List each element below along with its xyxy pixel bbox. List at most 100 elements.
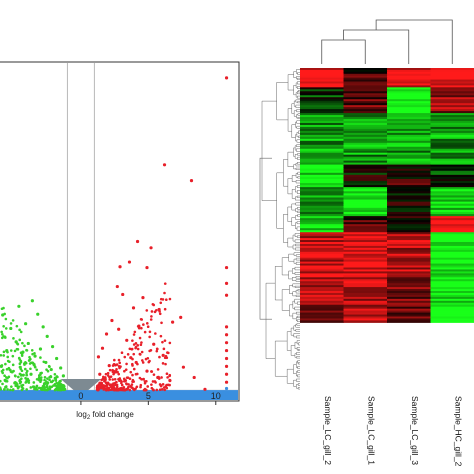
row-dendrogram-branch: [294, 306, 297, 311]
row-dendrogram-branch: [291, 175, 297, 182]
up-point: [130, 347, 134, 351]
heatmap-cell: [387, 189, 431, 192]
heatmap-cell: [343, 156, 388, 160]
down-point: [0, 379, 2, 383]
heatmap-cell: [300, 113, 344, 116]
down-regulated-point: [0, 364, 3, 368]
heatmap-cell: [343, 193, 388, 196]
row-dendrogram-branch: [296, 316, 298, 321]
row-dendrogram-branch: [293, 325, 296, 331]
up-regulated-point: [135, 239, 140, 244]
heatmap-cell: [300, 224, 344, 227]
up-point: [126, 376, 130, 379]
row-dendrogram-branch: [296, 335, 298, 339]
heatmap-cell: [430, 178, 474, 182]
down-point: [0, 330, 3, 334]
down-point: [11, 388, 15, 391]
heatmap-cell: [430, 285, 474, 288]
up-regulated-point: [118, 265, 122, 269]
heatmap-cell: [300, 126, 344, 130]
row-dendrogram-branch: [297, 374, 299, 378]
down-point: [43, 388, 47, 392]
heatmap-cell: [387, 249, 431, 253]
heatmap-cell: [387, 180, 431, 184]
heatmap-cell: [430, 279, 474, 282]
up-point: [163, 388, 167, 392]
row-dendrogram-branch: [293, 164, 296, 170]
heatmap-cell: [300, 97, 344, 100]
row-dendrogram-branch: [290, 327, 294, 336]
heatmap-cell: [387, 306, 431, 310]
heatmap-cell: [300, 111, 344, 114]
row-dendrogram-branch: [287, 108, 292, 132]
up-regulated-point: [156, 375, 160, 380]
down-point: [37, 376, 41, 379]
up-point: [113, 377, 117, 381]
heatmap-cell: [387, 166, 431, 170]
down-regulated-point: [37, 378, 41, 382]
heatmap-cell: [343, 291, 388, 294]
sample-label: Sample_LC_gill_1: [366, 396, 376, 465]
heatmap-cell: [343, 257, 388, 261]
row-dendrogram-branch: [296, 323, 299, 326]
heatmap-cell: [300, 205, 344, 209]
row-dendrogram-branch: [297, 370, 299, 373]
down-point: [8, 360, 11, 364]
heatmap-cell: [430, 83, 474, 86]
heatmap-cell: [343, 283, 388, 286]
down-regulated-point: [17, 304, 21, 308]
heatmap-cell: [430, 243, 474, 247]
up-point: [139, 343, 143, 347]
row-dendrogram-branch: [287, 74, 294, 91]
down-point: [16, 342, 20, 346]
heatmap-cell: [430, 91, 474, 94]
up-point: [146, 356, 150, 360]
up-regulated-point: [125, 338, 129, 342]
heatmap-cell: [343, 68, 388, 71]
heatmap-cell: [300, 197, 344, 201]
down-point: [24, 376, 27, 380]
down-point: [55, 388, 58, 391]
down-regulated-point: [57, 384, 61, 388]
row-dendrogram-root: [259, 157, 272, 320]
row-dendrogram-branch: [296, 144, 298, 147]
x-tick-label: 0: [78, 391, 83, 401]
down-point: [20, 385, 24, 389]
up-point: [132, 387, 135, 391]
row-dendrogram-branch: [296, 340, 299, 345]
heatmap-cell: [343, 222, 388, 225]
row-dendrogram-branch: [288, 270, 293, 280]
heatmap-cell: [430, 136, 474, 140]
heatmap-cell: [343, 101, 388, 104]
heatmap-cell: [300, 183, 344, 186]
heatmap-cell: [387, 77, 431, 81]
up-point: [152, 373, 156, 376]
heatmap-cell: [430, 130, 474, 134]
row-dendrogram-branch: [294, 145, 297, 151]
heatmap-cell: [343, 115, 388, 118]
row-dendrogram-branch: [297, 366, 299, 369]
up-regulated-point: [104, 332, 109, 336]
heatmap-cell: [300, 91, 344, 94]
down-point: [46, 377, 49, 380]
up-point: [120, 383, 124, 387]
row-dendrogram-branch: [295, 276, 298, 279]
heatmap-cell: [343, 134, 388, 138]
heatmap-cell: [387, 214, 431, 217]
heatmap-cell: [343, 243, 388, 247]
down-point: [58, 380, 61, 383]
up-regulated-point: [224, 356, 229, 361]
heatmap-cell: [300, 170, 344, 174]
row-dendrogram-branch: [297, 116, 299, 120]
heatmap-cell: [300, 240, 344, 243]
heatmap-cell: [300, 287, 344, 290]
heatmap-cell: [300, 306, 344, 310]
heatmap-cell: [430, 140, 474, 144]
down-point: [17, 375, 20, 379]
heatmap-cell: [300, 180, 344, 184]
down-point: [54, 384, 57, 387]
row-dendrogram-branch: [276, 172, 284, 229]
heatmap-cell: [343, 230, 388, 233]
heatmap-cell: [343, 318, 388, 321]
row-dendrogram-branch: [286, 368, 294, 384]
